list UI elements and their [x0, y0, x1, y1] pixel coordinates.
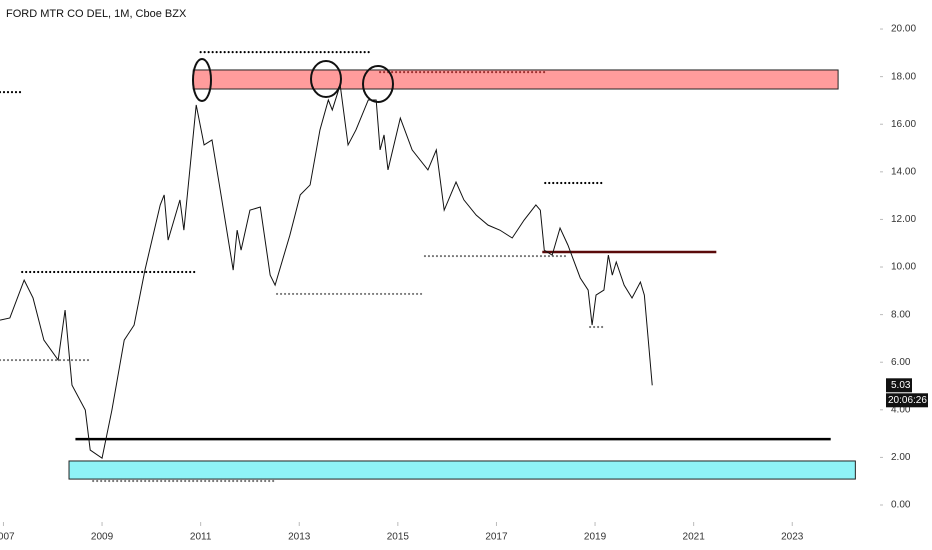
- y-tick-label: 14.00: [891, 166, 916, 177]
- x-tick-label: 2023: [781, 532, 804, 543]
- y-tick-label: 16.00: [891, 119, 916, 130]
- circle-annotation: [362, 65, 394, 103]
- y-tick-label: 0.00: [891, 500, 911, 511]
- y-tick-label: 4.00: [891, 404, 911, 415]
- x-tick-label: 2015: [387, 532, 410, 543]
- y-tick-label: 8.00: [891, 309, 911, 320]
- x-tick-label: 2019: [584, 532, 607, 543]
- x-tick-label: 2007: [0, 532, 15, 543]
- y-tick-label: 12.00: [891, 214, 916, 225]
- x-tick-label: 2021: [683, 532, 706, 543]
- y-tick-label: 10.00: [891, 262, 916, 273]
- price-line: [0, 84, 653, 459]
- zone: [68, 460, 856, 480]
- annotations: [192, 58, 394, 103]
- countdown-box: [886, 393, 928, 408]
- x-tick-label: 2013: [288, 532, 311, 543]
- price-label-box: [886, 378, 912, 393]
- x-tick-label: 2009: [91, 532, 114, 543]
- x-tick-label: 2017: [485, 532, 508, 543]
- y-tick-label: 6.00: [891, 357, 911, 368]
- y-tick-label: 20.00: [891, 24, 916, 35]
- y-tick-label: 18.00: [891, 71, 916, 82]
- chart-title: FORD MTR CO DEL, 1M, Cboe BZX: [6, 8, 187, 20]
- price-label: 5.03: [891, 380, 911, 391]
- circle-annotation: [310, 60, 342, 98]
- y-tick-label: 2.00: [891, 452, 911, 463]
- x-tick-label: 2011: [190, 532, 212, 543]
- countdown: 20:06:26: [888, 395, 927, 406]
- circle-annotation: [192, 58, 212, 102]
